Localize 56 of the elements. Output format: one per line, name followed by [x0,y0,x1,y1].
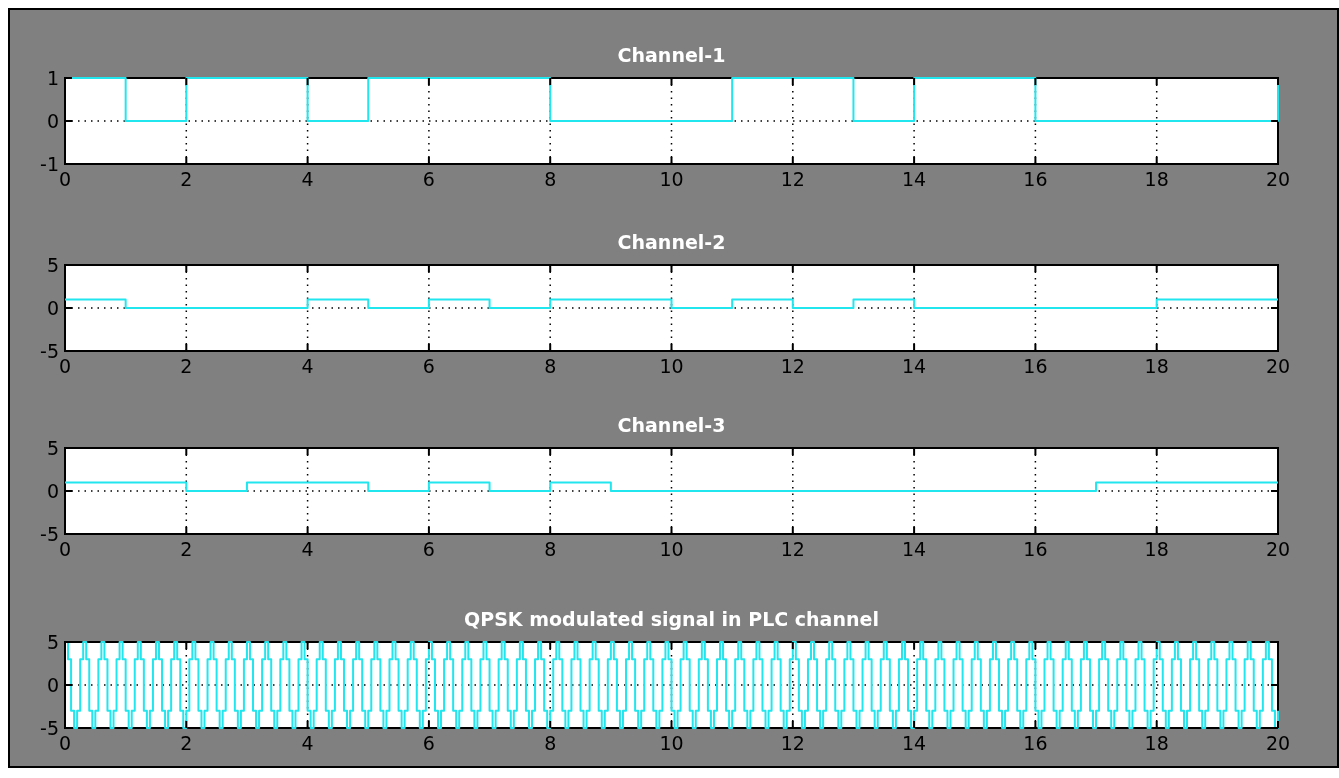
x-tick-label: 16 [1023,168,1048,190]
x-tick-label: 4 [301,538,314,560]
x-tick-label: 12 [780,168,805,190]
x-tick-label: 10 [659,168,684,190]
x-tick-label: 8 [544,355,557,377]
x-tick-label: 6 [422,732,435,754]
x-tick-label: 2 [180,355,193,377]
chart-title: Channel-2 [617,231,726,253]
x-tick-label: 2 [180,168,193,190]
x-tick-label: 16 [1023,355,1048,377]
y-tick-label: 5 [46,437,59,459]
x-tick-label: 12 [780,538,805,560]
x-tick-label: 14 [902,355,927,377]
x-tick-label: 14 [902,732,927,754]
x-tick-label: 20 [1265,732,1291,754]
x-tick-label: 20 [1265,168,1291,190]
x-tick-label: 6 [422,355,435,377]
x-tick-label: 20 [1265,538,1291,560]
x-tick-label: 10 [659,355,684,377]
y-tick-label: 0 [46,480,59,502]
x-tick-label: 10 [659,732,684,754]
y-tick-label: 0 [46,674,59,696]
x-tick-label: 8 [544,538,557,560]
y-tick-label: 0 [46,297,59,319]
y-tick-label: -5 [40,340,59,362]
x-tick-label: 8 [544,168,557,190]
x-tick-label: 4 [301,355,314,377]
x-tick-label: 2 [180,732,193,754]
x-tick-label: 8 [544,732,557,754]
x-tick-label: 10 [659,538,684,560]
y-tick-label: 5 [46,631,59,653]
x-tick-label: 12 [780,355,805,377]
chart-title: Channel-1 [617,44,726,66]
x-tick-label: 18 [1144,355,1169,377]
x-tick-label: 14 [902,168,927,190]
x-tick-label: 18 [1144,538,1169,560]
x-tick-label: 18 [1144,168,1169,190]
x-tick-label: 6 [422,168,435,190]
y-tick-label: -5 [40,523,59,545]
y-tick-label: -5 [40,717,59,739]
x-tick-label: 4 [301,168,314,190]
x-tick-label: 2 [180,538,193,560]
chart-title: QPSK modulated signal in PLC channel [464,608,879,630]
y-tick-label: 1 [46,67,59,89]
x-tick-label: 6 [422,538,435,560]
y-tick-label: 0 [46,110,59,132]
x-tick-label: 16 [1023,732,1048,754]
x-tick-label: 4 [301,732,314,754]
chart-title: Channel-3 [617,414,726,436]
x-tick-label: 16 [1023,538,1048,560]
x-tick-label: 20 [1265,355,1291,377]
y-tick-label: 5 [46,254,59,276]
y-tick-label: -1 [40,153,59,175]
x-tick-label: 14 [902,538,927,560]
x-tick-label: 12 [780,732,805,754]
x-tick-label: 18 [1144,732,1169,754]
